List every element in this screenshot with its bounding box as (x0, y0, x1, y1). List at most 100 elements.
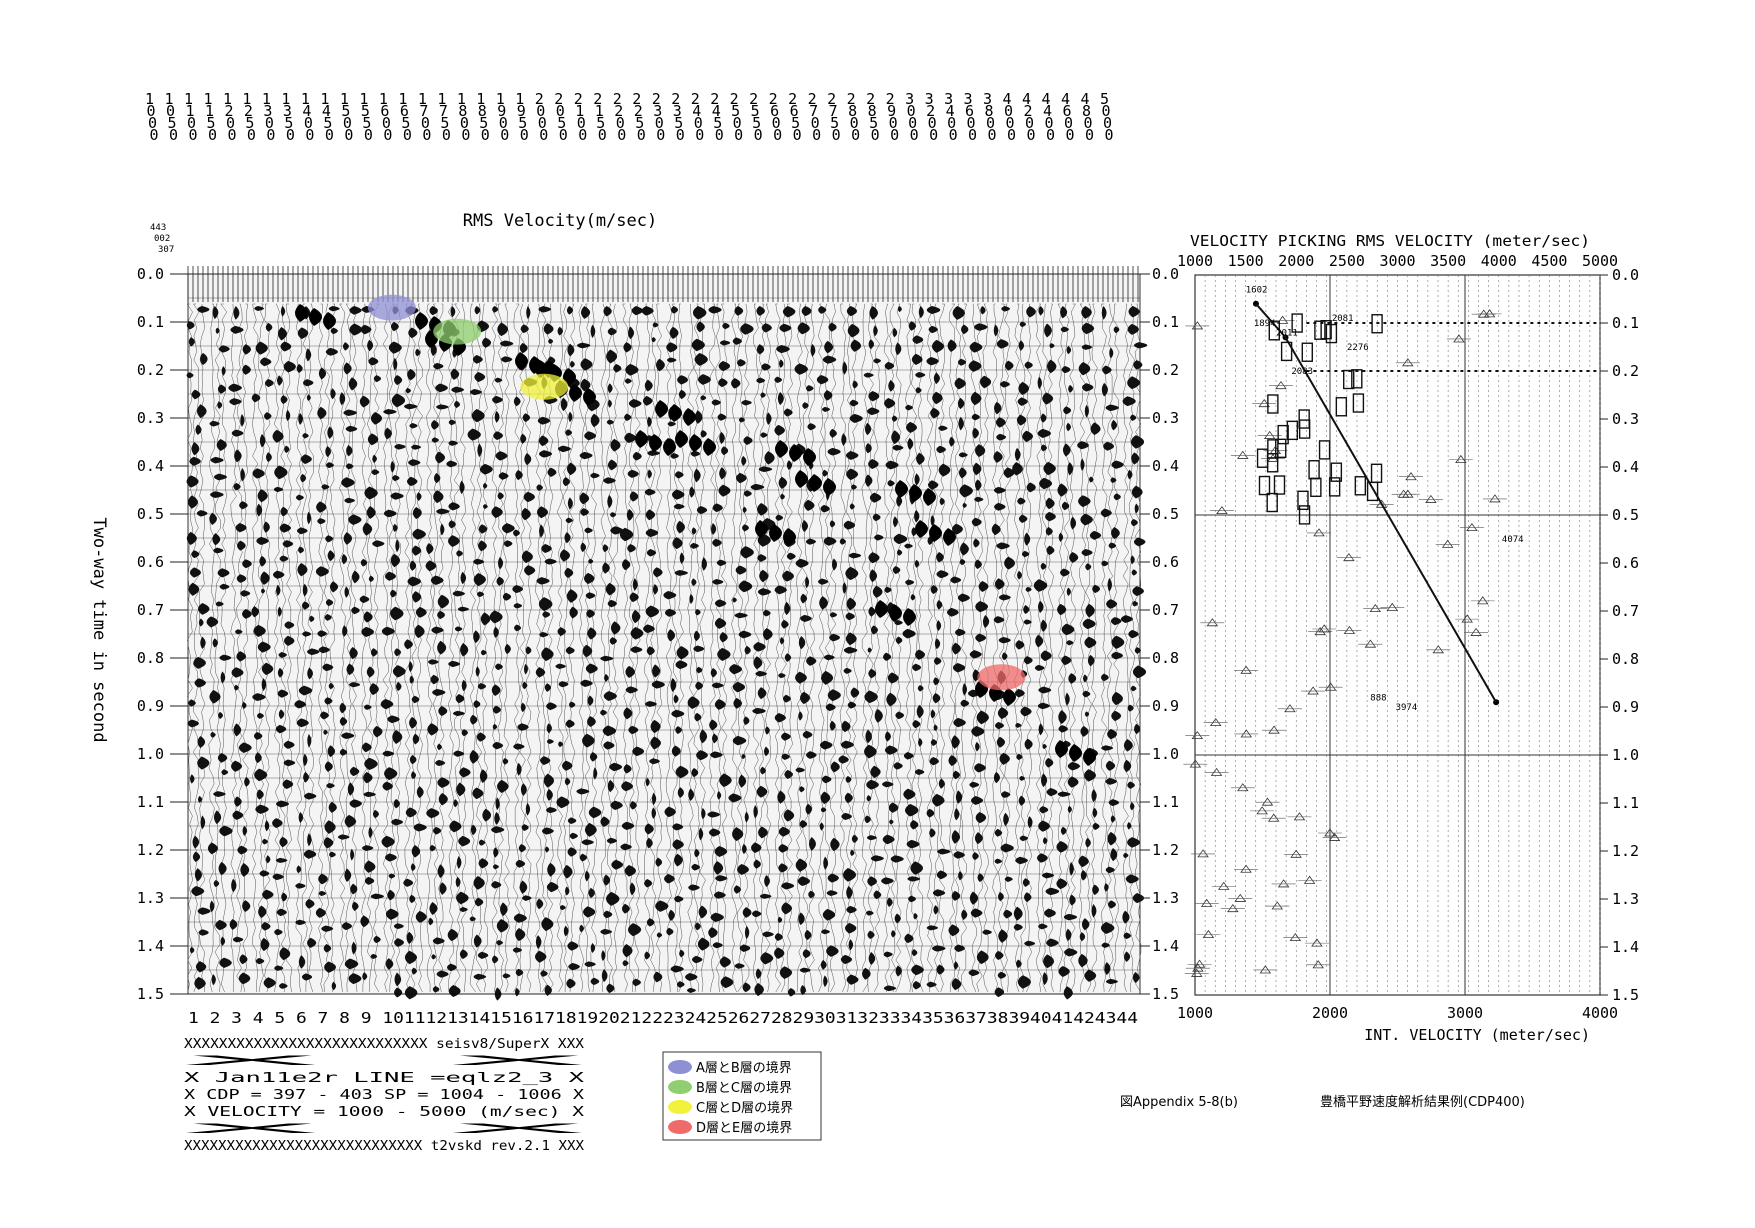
energy-blob (582, 644, 593, 658)
energy-blob (1019, 835, 1029, 842)
energy-blob (644, 878, 653, 888)
energy-blob (1109, 347, 1114, 359)
energy-blob (513, 396, 521, 407)
energy-blob (664, 608, 677, 617)
pick-triangle (1343, 553, 1355, 562)
energy-blob (842, 361, 848, 375)
energy-blob (645, 605, 659, 618)
velocity-grid (1194, 275, 1601, 995)
energy-blob (977, 873, 984, 883)
energy-blob (512, 947, 522, 953)
energy-blob (240, 590, 251, 597)
event-blob (903, 608, 916, 626)
energy-blob (564, 532, 571, 544)
energy-blob (1000, 380, 1010, 388)
energy-blob (690, 450, 701, 457)
energy-blob (384, 427, 392, 440)
energy-blob (707, 811, 721, 818)
energy-blob (820, 807, 827, 813)
energy-blob (1026, 306, 1036, 318)
energy-blob (1106, 978, 1118, 985)
energy-blob (409, 675, 414, 684)
energy-blob (757, 588, 771, 596)
energy-blob (695, 681, 704, 691)
energy-blob (1037, 428, 1051, 438)
energy-blob (890, 855, 904, 863)
energy-blob (409, 560, 417, 571)
energy-blob (364, 860, 376, 873)
energy-blob (278, 709, 285, 720)
energy-blob (607, 459, 618, 471)
energy-blob (828, 322, 837, 332)
energy-blob (1020, 706, 1032, 717)
energy-blob (778, 826, 790, 837)
energy-blob (883, 951, 893, 958)
energy-blob (955, 628, 966, 637)
event-blob (915, 520, 928, 538)
energy-blob (694, 922, 701, 931)
legend-label: B層とC層の境界 (696, 1081, 792, 1096)
energy-blob (827, 873, 839, 883)
energy-blob (350, 883, 358, 895)
energy-blob (603, 691, 617, 701)
svg-text:4000: 4000 (1003, 90, 1018, 144)
energy-blob (914, 509, 920, 523)
energy-blob (653, 971, 663, 983)
energy-blob (329, 851, 336, 858)
energy-blob (798, 711, 803, 721)
pick-box (1280, 341, 1293, 362)
energy-blob (351, 941, 357, 955)
legend-swatch (668, 1100, 692, 1114)
energy-blob (478, 540, 487, 552)
energy-blob (213, 791, 226, 797)
velocity-function-line (1255, 303, 1497, 703)
energy-blob (656, 932, 663, 938)
energy-blob (753, 656, 763, 670)
energy-blob (1045, 887, 1060, 896)
energy-blob (938, 425, 948, 431)
energy-blob (221, 769, 229, 776)
energy-blob (1067, 805, 1072, 814)
trace-line (236, 303, 243, 993)
energy-blob (885, 460, 899, 470)
event-blob (323, 312, 336, 330)
energy-blob (1039, 806, 1049, 814)
energy-blob (200, 636, 206, 649)
energy-blob (470, 824, 477, 836)
energy-blob (620, 843, 632, 851)
energy-blob (841, 720, 851, 733)
energy-blob (786, 460, 793, 470)
energy-blob (520, 433, 527, 444)
time-tick-label: 0.9 (1152, 697, 1179, 715)
energy-blob (787, 987, 796, 997)
energy-blob (885, 731, 891, 742)
energy-blob (440, 523, 445, 536)
energy-blob (670, 677, 677, 692)
energy-blob (218, 711, 223, 719)
energy-blob (868, 339, 875, 350)
energy-blob (346, 445, 353, 457)
energy-blob (823, 975, 828, 988)
energy-blob (761, 363, 771, 371)
event-blob (689, 434, 702, 452)
energy-blob (994, 858, 1003, 864)
energy-blob (567, 343, 575, 357)
energy-blob (826, 890, 838, 896)
energy-blob (651, 807, 657, 820)
trace-line (982, 303, 989, 993)
energy-blob (496, 940, 503, 946)
energy-blob (697, 937, 710, 951)
energy-blob (784, 653, 792, 662)
trace-line (1069, 303, 1076, 993)
energy-blob (265, 855, 271, 864)
energy-blob (362, 742, 372, 753)
energy-blob (873, 325, 878, 337)
energy-blob (888, 380, 895, 392)
energy-blob (1123, 739, 1133, 752)
energy-blob (823, 654, 835, 661)
energy-blob (242, 559, 252, 569)
energy-blob (914, 559, 920, 568)
corner-value: 443 (150, 223, 166, 233)
energy-blob (229, 919, 238, 930)
